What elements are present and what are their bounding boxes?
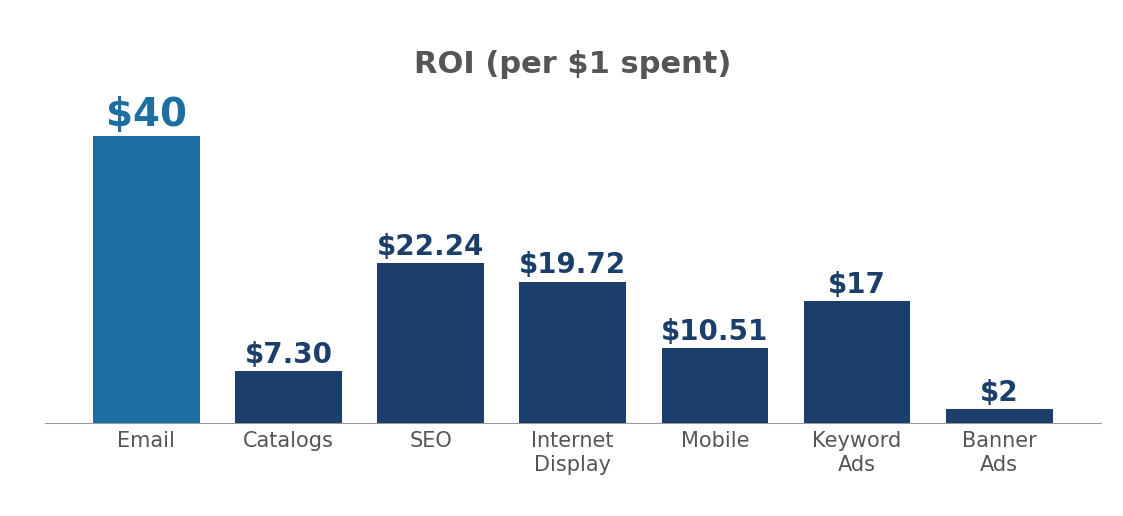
- Bar: [93, 136, 200, 423]
- Title: ROI (per $1 spent): ROI (per $1 spent): [414, 51, 731, 79]
- Text: $19.72: $19.72: [519, 251, 627, 279]
- Text: $17: $17: [828, 271, 886, 299]
- Bar: [235, 370, 341, 423]
- Bar: [661, 348, 768, 423]
- Text: $40: $40: [106, 96, 186, 134]
- Bar: [520, 282, 626, 423]
- Text: $22.24: $22.24: [377, 233, 484, 261]
- Text: $2: $2: [980, 379, 1019, 407]
- Text: $10.51: $10.51: [661, 317, 768, 346]
- Bar: [946, 409, 1052, 423]
- Bar: [377, 264, 484, 423]
- Text: $7.30: $7.30: [245, 341, 332, 368]
- Bar: [804, 301, 911, 423]
